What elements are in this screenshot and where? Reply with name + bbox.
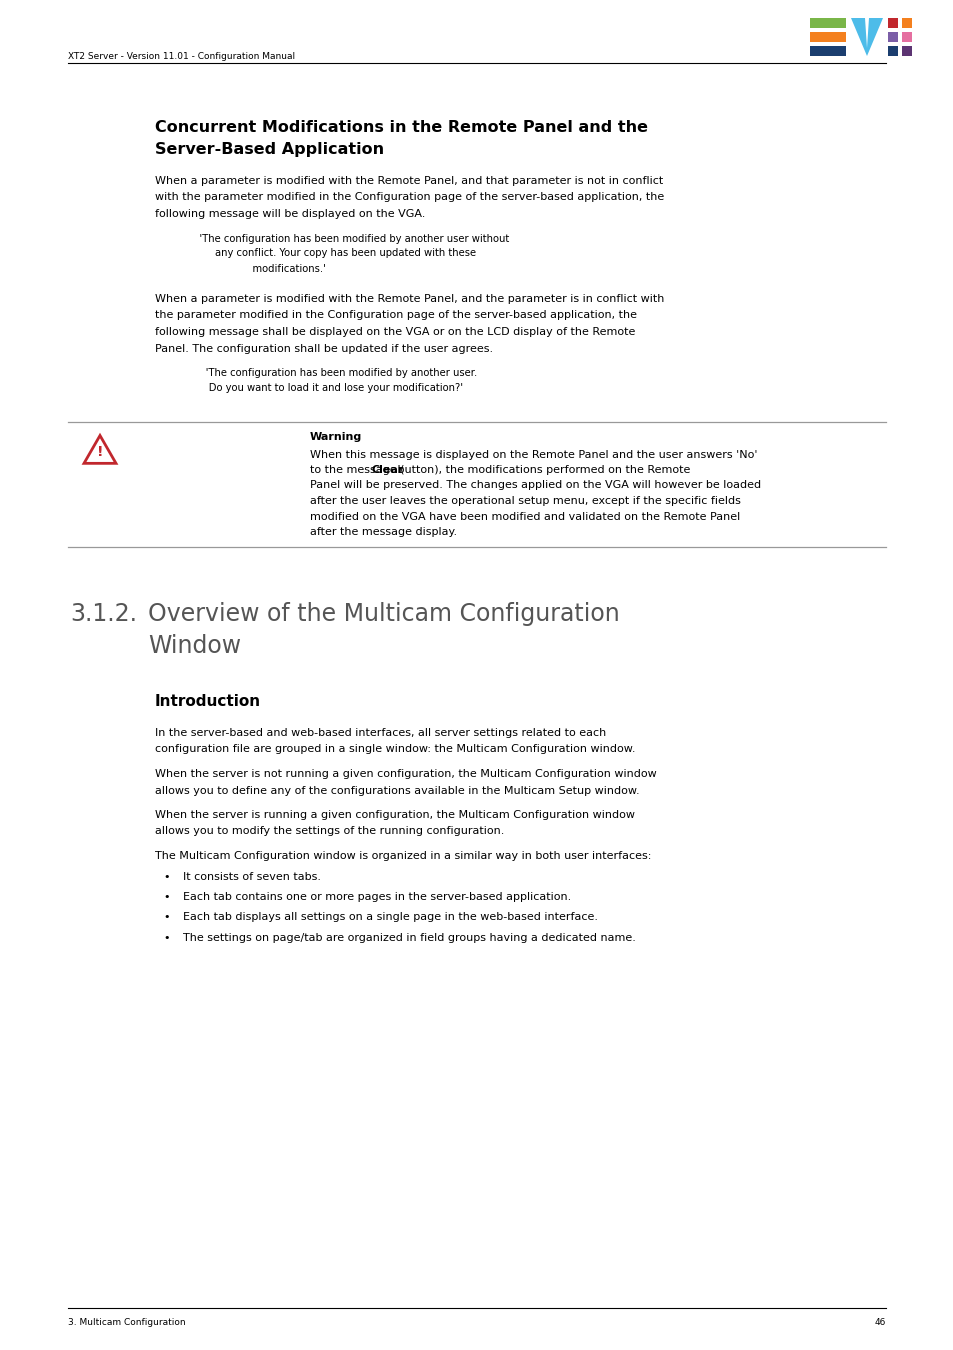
Text: after the user leaves the operational setup menu, except if the specific fields: after the user leaves the operational se… [310, 495, 740, 506]
Text: with the parameter modified in the Configuration page of the server-based applic: with the parameter modified in the Confi… [154, 193, 663, 202]
Bar [901, 46, 911, 55]
Text: Server-Based Application: Server-Based Application [154, 142, 384, 157]
Text: When the server is running a given configuration, the Multicam Configuration win: When the server is running a given confi… [154, 810, 635, 819]
Text: allows you to modify the settings of the running configuration.: allows you to modify the settings of the… [154, 826, 504, 837]
Text: •: • [163, 872, 170, 882]
Text: Warning: Warning [310, 432, 362, 441]
Text: Panel. The configuration shall be updated if the user agrees.: Panel. The configuration shall be update… [154, 343, 493, 354]
Text: Concurrent Modifications in the Remote Panel and the: Concurrent Modifications in the Remote P… [154, 120, 647, 135]
Text: button), the modifications performed on the Remote: button), the modifications performed on … [394, 464, 689, 475]
Text: to the message (: to the message ( [310, 464, 404, 475]
Text: When a parameter is modified with the Remote Panel, and that parameter is not in: When a parameter is modified with the Re… [154, 176, 662, 186]
Text: In the server-based and web-based interfaces, all server settings related to eac: In the server-based and web-based interf… [154, 728, 605, 738]
Text: •: • [163, 892, 170, 902]
Polygon shape [84, 436, 116, 463]
Text: Clear: Clear [371, 464, 403, 475]
Bar [887, 46, 897, 55]
Text: Panel will be preserved. The changes applied on the VGA will however be loaded: Panel will be preserved. The changes app… [310, 481, 760, 490]
Text: configuration file are grouped in a single window: the Multicam Configuration wi: configuration file are grouped in a sing… [154, 744, 635, 755]
Polygon shape [850, 18, 882, 55]
Text: following message shall be displayed on the VGA or on the LCD display of the Rem: following message shall be displayed on … [154, 327, 635, 338]
Text: the parameter modified in the Configuration page of the server-based application: the parameter modified in the Configurat… [154, 310, 637, 320]
Bar [809, 46, 845, 55]
Text: any conflict. Your copy has been updated with these: any conflict. Your copy has been updated… [190, 248, 476, 258]
Text: 'The configuration has been modified by another user without: 'The configuration has been modified by … [190, 234, 509, 243]
Text: !: ! [96, 446, 103, 459]
Text: The Multicam Configuration window is organized in a similar way in both user int: The Multicam Configuration window is org… [154, 850, 651, 861]
Text: modifications.': modifications.' [190, 263, 326, 274]
Text: 'The configuration has been modified by another user.: 'The configuration has been modified by … [190, 369, 476, 378]
Text: 46: 46 [874, 1318, 885, 1327]
Bar [809, 32, 845, 42]
Text: It consists of seven tabs.: It consists of seven tabs. [183, 872, 320, 882]
Text: When the server is not running a given configuration, the Multicam Configuration: When the server is not running a given c… [154, 769, 656, 779]
Text: The settings on page/tab are organized in field groups having a dedicated name.: The settings on page/tab are organized i… [183, 933, 636, 944]
Text: 3. Multicam Configuration: 3. Multicam Configuration [68, 1318, 186, 1327]
Text: Do you want to load it and lose your modification?': Do you want to load it and lose your mod… [190, 383, 462, 393]
Text: 3.1.2.: 3.1.2. [70, 602, 137, 626]
Text: Window: Window [148, 634, 241, 657]
Bar [887, 32, 897, 42]
Text: When this message is displayed on the Remote Panel and the user answers 'No': When this message is displayed on the Re… [310, 450, 757, 459]
Text: Each tab contains one or more pages in the server-based application.: Each tab contains one or more pages in t… [183, 892, 571, 902]
Text: •: • [163, 933, 170, 944]
Text: allows you to define any of the configurations available in the Multicam Setup w: allows you to define any of the configur… [154, 786, 639, 795]
Bar [901, 18, 911, 28]
Bar [809, 18, 845, 28]
Text: XT2 Server - Version 11.01 - Configuration Manual: XT2 Server - Version 11.01 - Configurati… [68, 53, 294, 61]
Text: Each tab displays all settings on a single page in the web-based interface.: Each tab displays all settings on a sing… [183, 913, 598, 922]
Text: Introduction: Introduction [154, 694, 261, 709]
Text: after the message display.: after the message display. [310, 526, 456, 537]
Text: •: • [163, 913, 170, 922]
Bar [887, 18, 897, 28]
Text: When a parameter is modified with the Remote Panel, and the parameter is in conf: When a parameter is modified with the Re… [154, 294, 663, 304]
Text: modified on the VGA have been modified and validated on the Remote Panel: modified on the VGA have been modified a… [310, 512, 740, 521]
Bar [901, 32, 911, 42]
Text: Overview of the Multicam Configuration: Overview of the Multicam Configuration [148, 602, 619, 626]
Text: following message will be displayed on the VGA.: following message will be displayed on t… [154, 209, 425, 219]
